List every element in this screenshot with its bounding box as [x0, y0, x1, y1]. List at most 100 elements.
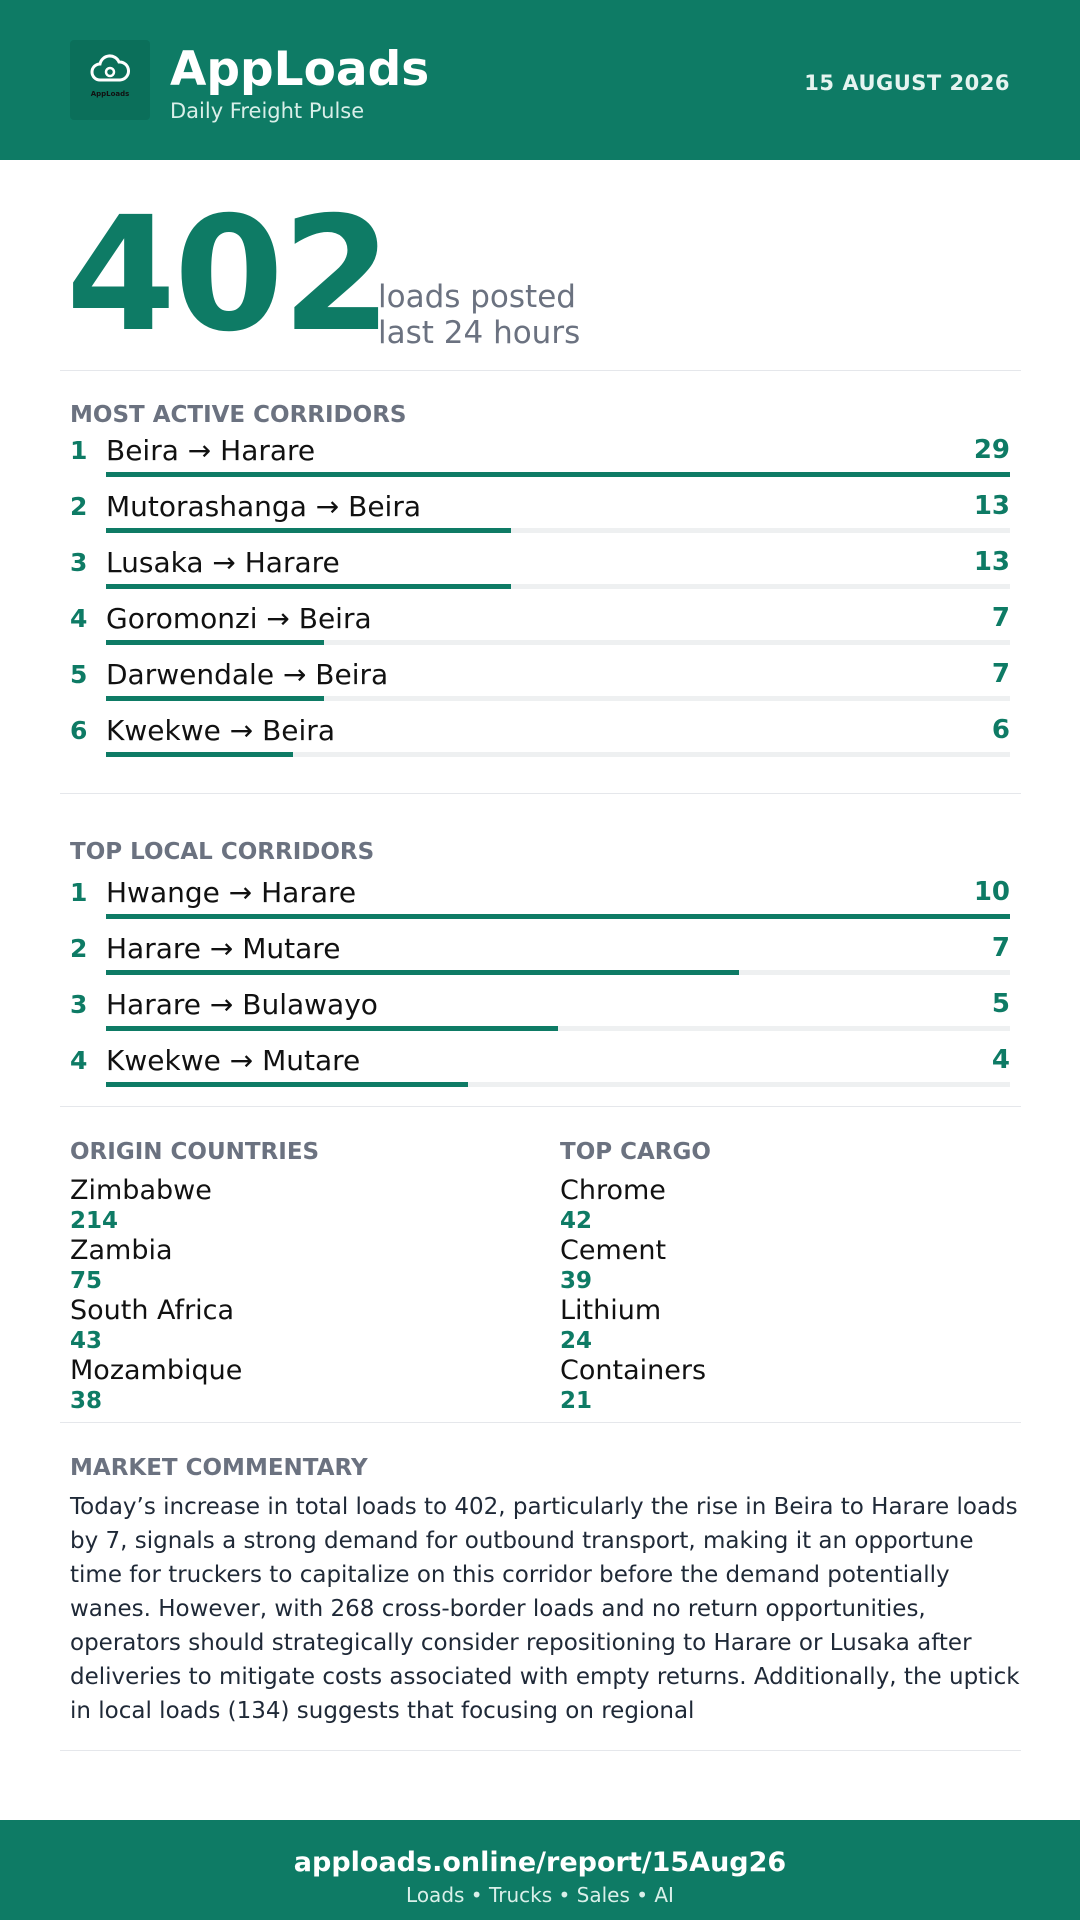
corridor-row: 2 Mutorashanga → Beira 13 [70, 490, 1010, 548]
rank: 2 [70, 492, 88, 521]
hero-label: loads posted last 24 hours [378, 279, 580, 351]
item-name: Mozambique [70, 1355, 243, 1386]
divider [60, 370, 1021, 371]
corridor-row: 4 Goromonzi → Beira 7 [70, 602, 1010, 660]
bar-track [106, 640, 1010, 645]
corridor-value: 7 [991, 659, 1010, 689]
corridor-list: 1 Hwange → Harare 10 2 Harare → Mutare 7 3 Hara… [70, 876, 1010, 1102]
corridor-value: 7 [991, 603, 1010, 633]
corridor-row: 2 Harare → Mutare 7 [70, 932, 1010, 990]
corridor-row: 5 Darwendale → Beira 7 [70, 658, 1010, 716]
section-title: TOP CARGO [560, 1139, 711, 1165]
corridor-value: 4 [991, 1045, 1010, 1075]
corridor-value: 13 [973, 491, 1010, 521]
bar [106, 970, 739, 975]
corridor-row: 1 Beira → Harare 29 [70, 434, 1010, 492]
route: Hwange → Harare [106, 876, 357, 909]
section-title: ORIGIN COUNTRIES [70, 1139, 320, 1165]
logo-text: AppLoads [90, 90, 130, 98]
corridor-row: 6 Kwekwe → Beira 6 [70, 714, 1010, 772]
bar [106, 1082, 468, 1087]
corridor-row: 3 Harare → Bulawayo 5 [70, 988, 1010, 1046]
footer-tagline: Loads • Trucks • Sales • AI [406, 1883, 674, 1907]
section-title: TOP LOCAL CORRIDORS [70, 839, 375, 865]
bar-track [106, 914, 1010, 919]
bar [106, 472, 1010, 477]
hero-label-line: last 24 hours [378, 315, 581, 351]
footer-url: apploads.online/report/15Aug26 [293, 1847, 787, 1878]
header: AppLoads AppLoads Daily Freight Pulse 15… [0, 0, 1080, 160]
rank: 3 [70, 990, 88, 1019]
bar-track [106, 970, 1010, 975]
country-list: Zimbabwe 214 Zambia 75 South Africa 43 Mozambi… [70, 1175, 510, 1415]
corridor-row: 4 Kwekwe → Mutare 4 [70, 1044, 1010, 1102]
item-name: South Africa [70, 1295, 235, 1326]
rank: 2 [70, 934, 88, 963]
item-value: 38 [70, 1388, 103, 1414]
divider [60, 1422, 1021, 1423]
item-value: 214 [70, 1208, 119, 1234]
bar-track [106, 752, 1010, 757]
route: Mutorashanga → Beira [106, 490, 421, 523]
item-name: Lithium [560, 1295, 662, 1326]
bar [106, 914, 1010, 919]
bar-track [106, 528, 1010, 533]
rank: 4 [70, 1046, 88, 1075]
bar-track [106, 1082, 1010, 1087]
item-name: Zambia [70, 1235, 173, 1266]
brand: AppLoads [170, 42, 430, 97]
bar [106, 584, 512, 589]
route: Beira → Harare [106, 434, 316, 467]
route: Harare → Bulawayo [106, 988, 378, 1021]
item-value: 21 [560, 1388, 593, 1414]
corridor-value: 5 [991, 989, 1010, 1019]
footer: apploads.online/report/15Aug26 Loads • T… [0, 1820, 1080, 1920]
corridor-row: 1 Hwange → Harare 10 [70, 876, 1010, 934]
rank: 4 [70, 604, 88, 633]
route: Goromonzi → Beira [106, 602, 372, 635]
logo: AppLoads [70, 40, 150, 120]
route: Kwekwe → Mutare [106, 1044, 361, 1077]
item-value: 39 [560, 1268, 593, 1294]
hero-value: 402 [66, 183, 392, 367]
report-date: 15 AUGUST 2026 [804, 71, 1010, 95]
hero-label-line: loads posted [378, 279, 576, 315]
corridor-value: 7 [991, 933, 1010, 963]
corridor-value: 10 [973, 877, 1010, 907]
corridor-value: 29 [973, 435, 1010, 465]
bar-track [106, 472, 1010, 477]
tagline: Daily Freight Pulse [170, 99, 365, 123]
route: Lusaka → Harare [106, 546, 340, 579]
item-name: Containers [560, 1355, 707, 1386]
bar [106, 1026, 558, 1031]
bar [106, 640, 325, 645]
section-title: MOST ACTIVE CORRIDORS [70, 402, 407, 428]
bar-track [106, 1026, 1010, 1031]
corridor-value: 6 [991, 715, 1010, 745]
route: Kwekwe → Beira [106, 714, 335, 747]
section-title: MARKET COMMENTARY [70, 1455, 368, 1481]
rank: 1 [70, 436, 88, 465]
rank: 1 [70, 878, 88, 907]
bar [106, 752, 294, 757]
bar-track [106, 584, 1010, 589]
bar-track [106, 696, 1010, 701]
bar [106, 696, 325, 701]
cargo-list: Chrome 42 Cement 39 Lithium 24 Containers 21 [560, 1175, 1000, 1415]
item-value: 75 [70, 1268, 103, 1294]
rank: 6 [70, 716, 88, 745]
bar [106, 528, 512, 533]
corridor-row: 3 Lusaka → Harare 13 [70, 546, 1010, 604]
item-name: Zimbabwe [70, 1175, 212, 1206]
divider [60, 1106, 1021, 1107]
corridor-list: 1 Beira → Harare 29 2 Mutorashanga → Beira 13… [70, 434, 1010, 772]
item-value: 42 [560, 1208, 593, 1234]
divider [60, 793, 1021, 794]
corridor-value: 13 [973, 547, 1010, 577]
route: Darwendale → Beira [106, 658, 389, 691]
item-name: Cement [560, 1235, 667, 1266]
item-value: 43 [70, 1328, 103, 1354]
rank: 3 [70, 548, 88, 577]
